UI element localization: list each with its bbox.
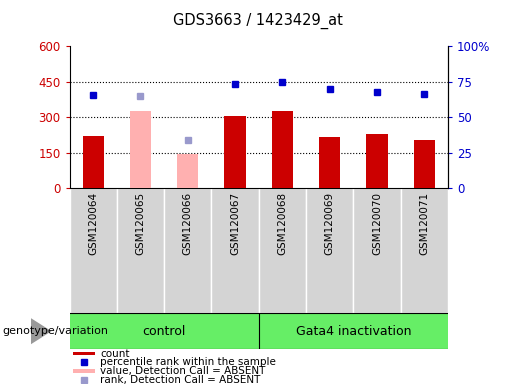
Bar (319, 137, 340, 188)
Bar (164, 188, 212, 313)
Text: control: control (143, 325, 186, 338)
Text: GSM120070: GSM120070 (372, 192, 382, 255)
Text: Gata4 inactivation: Gata4 inactivation (296, 325, 411, 338)
Bar (259, 313, 448, 349)
Text: percentile rank within the sample: percentile rank within the sample (100, 357, 276, 367)
Bar (367, 134, 388, 188)
Bar (259, 188, 306, 313)
Bar (225, 116, 246, 188)
Bar (212, 188, 259, 313)
Text: GSM120069: GSM120069 (325, 192, 335, 255)
Bar (130, 111, 151, 188)
Text: value, Detection Call = ABSENT: value, Detection Call = ABSENT (100, 366, 265, 376)
Bar (306, 188, 353, 313)
Text: GSM120065: GSM120065 (135, 192, 146, 255)
Text: GSM120071: GSM120071 (419, 192, 430, 255)
Text: GSM120067: GSM120067 (230, 192, 240, 255)
Bar (117, 188, 164, 313)
Text: count: count (100, 349, 130, 359)
Bar (73, 352, 95, 355)
Bar (70, 313, 259, 349)
Polygon shape (31, 318, 52, 344)
Bar (272, 111, 293, 188)
Bar (401, 188, 448, 313)
Bar (177, 154, 198, 188)
Bar (353, 188, 401, 313)
Text: rank, Detection Call = ABSENT: rank, Detection Call = ABSENT (100, 375, 261, 384)
Text: GSM120066: GSM120066 (183, 192, 193, 255)
Text: GDS3663 / 1423429_at: GDS3663 / 1423429_at (173, 13, 342, 29)
Text: genotype/variation: genotype/variation (3, 326, 109, 336)
Bar (73, 369, 95, 372)
Text: GSM120068: GSM120068 (278, 192, 287, 255)
Bar (82, 136, 104, 188)
Text: GSM120064: GSM120064 (88, 192, 98, 255)
Bar (414, 140, 435, 188)
Bar (70, 188, 117, 313)
